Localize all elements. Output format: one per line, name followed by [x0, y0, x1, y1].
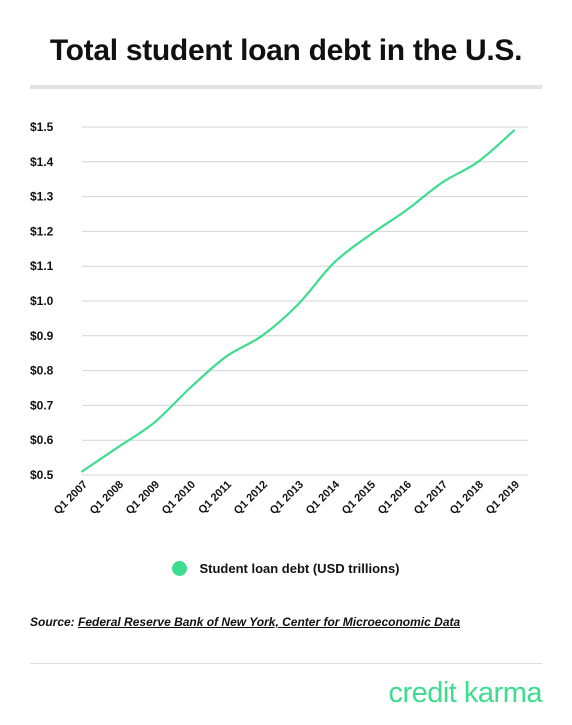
x-tick-label: Q1 2017	[412, 479, 450, 517]
source-note: Source: Federal Reserve Bank of New York…	[30, 615, 460, 629]
x-tick-label: Q1 2007	[52, 479, 90, 517]
credit-karma-logo: credit karma	[388, 677, 542, 709]
x-tick-label: Q1 2015	[340, 479, 378, 517]
y-tick-label: $0.5	[30, 468, 54, 482]
x-tick-label: Q1 2012	[232, 479, 270, 517]
source-link[interactable]: Federal Reserve Bank of New York, Center…	[78, 615, 461, 629]
y-tick-label: $1.5	[30, 120, 54, 134]
y-tick-label: $0.8	[30, 364, 54, 378]
x-tick-label: Q1 2010	[160, 479, 198, 517]
legend: Student loan debt (USD trillions)	[0, 561, 572, 576]
x-tick-label: Q1 2014	[304, 478, 343, 517]
x-tick-label: Q1 2019	[484, 479, 522, 517]
y-tick-label: $1.0	[30, 294, 54, 308]
x-tick-label: Q1 2018	[448, 479, 486, 517]
chart-title: Total student loan debt in the U.S.	[49, 34, 523, 67]
x-tick-label: Q1 2013	[268, 479, 306, 517]
series-line-student-loan-debt	[80, 129, 516, 473]
y-tick-label: $0.9	[30, 329, 54, 343]
x-tick-label: Q1 2011	[196, 479, 234, 517]
y-tick-label: $0.6	[30, 433, 54, 447]
x-tick-label: Q1 2008	[88, 479, 126, 517]
legend-marker	[172, 561, 188, 576]
x-tick-label: Q1 2016	[376, 479, 414, 517]
y-tick-label: $1.2	[30, 224, 54, 238]
footer-divider	[30, 663, 542, 664]
y-tick-label: $0.7	[30, 398, 54, 412]
y-tick-label: $1.3	[30, 190, 54, 204]
x-tick-label: Q1 2009	[124, 479, 162, 517]
line-chart: $0.5 $0.6 $0.7 $0.8 $0.9 $1.0 $1.1 $1.2 $1.3 $1.4…	[30, 120, 528, 517]
title-divider	[30, 85, 542, 89]
legend-label: Student loan debt (USD trillions)	[199, 561, 400, 576]
source-label: Source:	[30, 615, 75, 629]
y-tick-label: $1.1	[30, 259, 54, 273]
y-tick-label: $1.4	[30, 155, 54, 169]
